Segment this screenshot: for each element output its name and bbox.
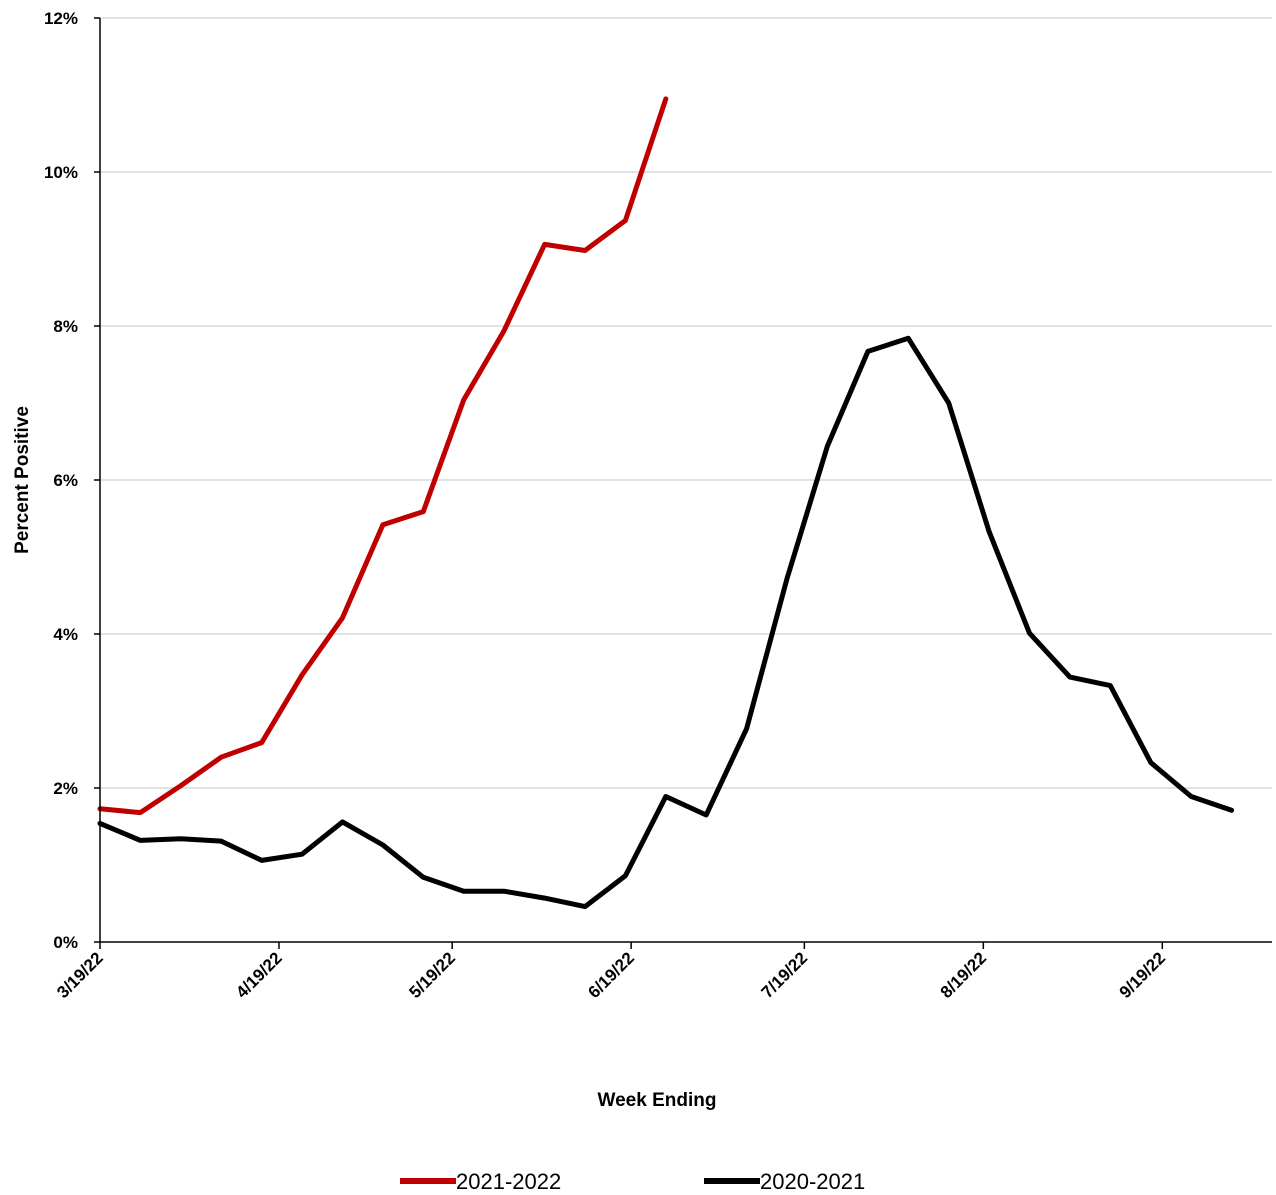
x-axis-ticks: 3/19/22 4/19/22 5/19/22 6/19/22 7/19/22 8/19/… [53,942,1169,1002]
y-axis-title: Percent Positive [12,406,33,554]
y-axis-ticks: 0% 2% 4% 6% 8% 10% 12% [44,9,100,952]
x-tick-label: 6/19/22 [584,948,638,1002]
x-tick-label: 4/19/22 [232,948,286,1002]
x-axis-title: Week Ending [598,1090,717,1111]
legend-item-2020-2021: 2020-2021 [704,1169,865,1194]
series-line-2020-2021 [97,335,1235,910]
legend: 2021-2022 2020-2021 [400,1169,865,1194]
y-tick-label: 12% [44,9,78,28]
legend-item-2021-2022: 2021-2022 [400,1169,561,1194]
legend-label-2021-2022: 2021-2022 [456,1169,561,1194]
x-tick-label: 7/19/22 [758,948,812,1002]
legend-label-2020-2021: 2020-2021 [760,1169,865,1194]
series-line-2021-2022 [97,96,669,816]
x-tick-label: 5/19/22 [405,948,459,1002]
x-tick-label: 8/19/22 [937,948,991,1002]
y-tick-label: 0% [53,933,78,952]
y-tick-label: 2% [53,779,78,798]
gridlines [100,17,1272,789]
x-tick-label: 9/19/22 [1116,948,1170,1002]
y-tick-label: 6% [53,471,78,490]
y-tick-label: 8% [53,317,78,336]
axes [99,18,1272,943]
x-tick-label: 3/19/22 [53,948,107,1002]
y-tick-label: 10% [44,163,78,182]
y-tick-label: 4% [53,625,78,644]
series-lines [97,96,1235,910]
